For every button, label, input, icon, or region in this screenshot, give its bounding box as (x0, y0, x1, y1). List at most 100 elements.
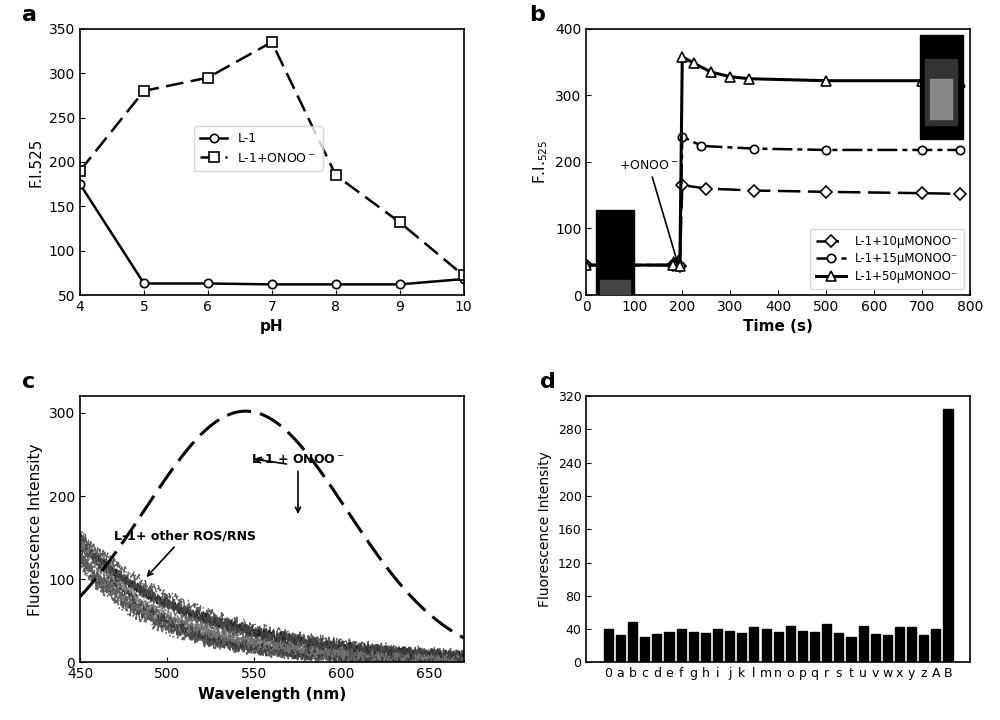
L-1+50μMONOO⁻ (724, 73, 736, 81)
Bar (895, 627, 904, 662)
L-1+ONOO$^-$ (458, 271, 470, 280)
L-1 (266, 280, 278, 289)
L-1+10μMONOO⁻ (748, 186, 760, 195)
L-1 (138, 279, 150, 288)
Bar (883, 635, 892, 662)
L-1+10μMONOO⁻ (954, 189, 966, 198)
Bar (925, 59, 957, 125)
Bar (871, 634, 880, 662)
Bar (701, 634, 710, 662)
Bar (834, 634, 843, 662)
Bar (689, 631, 698, 662)
L-1+ONOO$^-$ (330, 171, 342, 179)
L-1+15μMONOO⁻ (667, 261, 679, 269)
Bar (859, 626, 868, 662)
L-1+50μMONOO⁻ (667, 261, 679, 269)
Line: L-1: L-1 (76, 180, 468, 289)
Text: d: d (540, 372, 556, 392)
L-1 (74, 180, 86, 189)
L-1+10μMONOO⁻ (604, 261, 616, 269)
L-1+15μMONOO⁻ (820, 145, 832, 154)
L-1+15μMONOO⁻ (695, 142, 707, 150)
L-1+10μMONOO⁻ (674, 261, 686, 270)
L-1+15μMONOO⁻ (954, 145, 966, 154)
Bar (798, 631, 807, 662)
X-axis label: Time (s): Time (s) (743, 320, 813, 334)
Bar (749, 626, 758, 662)
Bar (907, 627, 916, 662)
L-1+50μMONOO⁻ (705, 68, 717, 76)
L-1+50μMONOO⁻ (580, 261, 592, 269)
L-1+10μMONOO⁻ (667, 261, 679, 269)
Bar (713, 629, 722, 662)
L-1+50μMONOO⁻ (954, 78, 966, 86)
Bar (846, 637, 856, 662)
L-1+50μMONOO⁻ (820, 76, 832, 85)
Bar (604, 629, 613, 662)
L-1+15μMONOO⁻ (604, 261, 616, 269)
Bar (943, 409, 953, 662)
L-1+50μMONOO⁻ (688, 59, 700, 68)
Line: L-1+ONOO$^-$: L-1+ONOO$^-$ (75, 37, 468, 280)
L-1+ONOO$^-$ (138, 86, 150, 95)
Text: c: c (22, 372, 36, 392)
L-1+ONOO$^-$ (74, 166, 86, 175)
Bar (822, 624, 831, 662)
L-1+10μMONOO⁻ (700, 184, 712, 193)
L-1+50μMONOO⁻ (916, 76, 928, 85)
Bar (616, 635, 625, 662)
Text: b: b (529, 5, 545, 24)
L-1+50μMONOO⁻ (743, 74, 755, 83)
Bar (762, 629, 771, 662)
Bar (931, 629, 940, 662)
L-1+ONOO$^-$ (266, 37, 278, 46)
Line: L-1+10μMONOO⁻: L-1+10μMONOO⁻ (582, 181, 965, 270)
L-1+50μMONOO⁻ (604, 261, 616, 269)
Line: L-1+50μMONOO⁻: L-1+50μMONOO⁻ (582, 52, 965, 271)
L-1+15μMONOO⁻ (916, 145, 928, 154)
Legend: L-1+10μMONOO⁻, L-1+15μMONOO⁻, L-1+50μMONOO⁻: L-1+10μMONOO⁻, L-1+15μMONOO⁻, L-1+50μMON… (810, 229, 964, 289)
L-1+10μMONOO⁻ (916, 189, 928, 197)
Text: a: a (22, 5, 37, 24)
Bar (786, 626, 795, 662)
Legend: L-1, L-1+ONOO$^-$: L-1, L-1+ONOO$^-$ (194, 126, 323, 171)
Bar (600, 280, 630, 294)
X-axis label: Wavelength (nm): Wavelength (nm) (198, 687, 346, 702)
L-1+50μMONOO⁻ (676, 53, 688, 61)
L-1+ONOO$^-$ (202, 73, 214, 82)
Bar (919, 635, 928, 662)
Text: +ONOO$^-$: +ONOO$^-$ (619, 158, 679, 261)
Y-axis label: F.I.525: F.I.525 (28, 138, 43, 186)
L-1+15μMONOO⁻ (674, 261, 686, 270)
L-1 (330, 280, 342, 289)
Text: L-1 + ONOO$^-$: L-1 + ONOO$^-$ (251, 453, 345, 512)
Bar (628, 623, 637, 662)
Bar (640, 637, 649, 662)
Text: L-1+ other ROS/RNS: L-1+ other ROS/RNS (114, 529, 256, 576)
L-1+15μMONOO⁻ (676, 132, 688, 141)
L-1+10μMONOO⁻ (676, 181, 688, 189)
Bar (596, 210, 634, 294)
Bar (930, 78, 952, 119)
L-1+ONOO$^-$ (394, 218, 406, 227)
Bar (920, 35, 963, 139)
Bar (774, 631, 783, 662)
Bar (725, 631, 734, 662)
L-1+15μMONOO⁻ (580, 261, 592, 269)
Y-axis label: Fluorescence Intensity: Fluorescence Intensity (28, 443, 43, 616)
Y-axis label: F.I.$_{525}$: F.I.$_{525}$ (531, 140, 550, 184)
Line: L-1+15μMONOO⁻: L-1+15μMONOO⁻ (582, 132, 965, 270)
L-1 (394, 280, 406, 289)
L-1+10μMONOO⁻ (580, 261, 592, 269)
Bar (652, 634, 661, 662)
L-1 (458, 275, 470, 284)
L-1+10μMONOO⁻ (820, 187, 832, 196)
Bar (677, 629, 686, 662)
L-1+15μMONOO⁻ (748, 144, 760, 153)
Bar (810, 631, 819, 662)
Y-axis label: Fluorescence Intensity: Fluorescence Intensity (538, 451, 552, 607)
Bar (664, 632, 674, 662)
L-1+50μMONOO⁻ (674, 261, 686, 270)
X-axis label: pH: pH (260, 320, 284, 334)
Bar (737, 634, 746, 662)
